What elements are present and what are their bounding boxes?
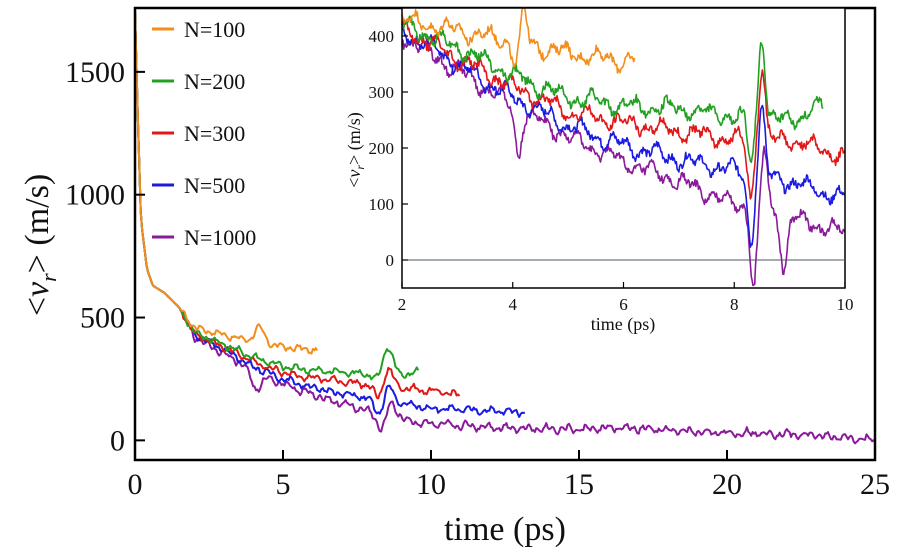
main-x-tick-label: 0	[128, 468, 143, 501]
inset-x-tick-label: 2	[398, 295, 407, 314]
legend-item: N=100	[152, 17, 245, 42]
inset-y-tick-label: 100	[369, 195, 395, 214]
inset-x-axis-label: time (ps)	[591, 314, 656, 335]
legend-item: N=1000	[152, 225, 256, 250]
inset-background	[402, 8, 845, 288]
main-series-group	[134, 10, 876, 445]
inset-series-n-100	[401, 7, 636, 74]
main-y-tick-label: 1000	[65, 179, 125, 212]
inset-series-n-300	[401, 18, 846, 200]
inset-series-group	[401, 7, 846, 287]
legend-item: N=300	[152, 121, 245, 146]
inset-series-n-500	[401, 23, 846, 248]
inset-y-tick-label: 400	[369, 27, 395, 46]
inset-x-tick-label: 6	[619, 295, 628, 314]
legend-label: N=200	[184, 69, 245, 94]
inset-y-tick-label: 200	[369, 139, 395, 158]
inset-series-n-200	[401, 15, 824, 164]
legend-item: N=500	[152, 173, 245, 198]
main-y-axis-label: <vr> (m/s)	[19, 174, 61, 316]
main-x-tick-label: 25	[860, 468, 890, 501]
main-y-tick-label: 1500	[65, 56, 125, 89]
legend-label: N=500	[184, 173, 245, 198]
legend-label: N=100	[184, 17, 245, 42]
main-y-tick-label: 500	[80, 302, 125, 335]
legend-label: N=300	[184, 121, 245, 146]
main-y-tick-label: 0	[110, 424, 125, 457]
inset-y-tick-label: 0	[386, 251, 395, 270]
main-x-tick-label: 15	[564, 468, 594, 501]
inset-series-n-1000	[401, 38, 846, 287]
inset-x-tick-label: 8	[730, 295, 739, 314]
main-x-tick-label: 10	[416, 468, 446, 501]
inset-y-tick-label: 300	[369, 83, 395, 102]
inset-y-axis-label: <vr> (m/s)	[344, 112, 367, 187]
main-x-axis-label: time (ps)	[444, 511, 566, 548]
inset-x-tick-label: 4	[509, 295, 518, 314]
legend-item: N=200	[152, 69, 245, 94]
main-x-tick-label: 20	[712, 468, 742, 501]
main-series-n-200	[134, 10, 420, 381]
inset-x-tick-label: 10	[837, 295, 854, 314]
legend-label: N=1000	[184, 225, 256, 250]
main-x-tick-label: 5	[276, 468, 291, 501]
legend: N=100 N=200 N=300 N=500 N=1000	[152, 17, 256, 250]
main-series-n-1000	[134, 10, 876, 445]
main-series-n-100	[134, 10, 319, 355]
